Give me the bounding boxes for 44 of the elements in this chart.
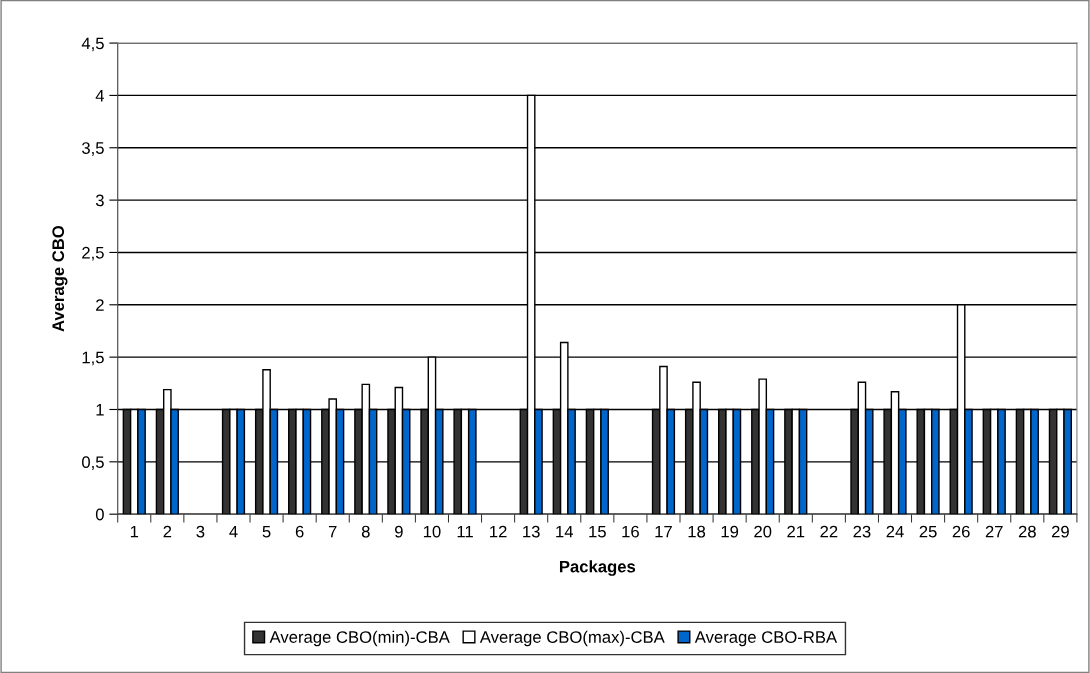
x-tick-label: 29 [1051,525,1069,538]
y-tick-label: 3 [95,194,104,207]
x-tick-label: 20 [754,525,772,538]
x-tick-label: 11 [457,525,473,538]
x-tick-label: 7 [328,525,337,538]
x-tick-label: 27 [985,525,1003,538]
x-tick-label: 24 [886,525,904,538]
y-tick-label: 3,5 [81,142,104,156]
legend-label: Average CBO(min)-CBA [269,630,450,647]
x-tick-label: 8 [361,525,370,538]
x-tick-label: 25 [919,525,937,538]
y-tick-label: 4 [95,89,105,102]
x-tick-label: 19 [721,525,739,538]
y-tick-label: 0 [95,508,104,521]
legend-label: Average CBO-RBA [694,631,838,647]
x-tick-label: 28 [1018,525,1036,538]
x-tick-label: 17 [655,525,672,538]
x-tick-label: 3 [196,525,205,538]
x-tick-label: 23 [853,525,871,538]
x-tick-label: 16 [622,525,639,538]
x-tick-label: 10 [423,525,441,538]
x-tick-label: 18 [688,525,706,538]
y-tick-label: 1 [96,404,104,416]
y-tick-label: 4,5 [81,37,104,52]
y-tick-label: 1,5 [82,351,104,366]
x-tick-label: 4 [229,525,238,538]
y-axis-title: Average CBO [52,225,68,332]
y-tick-label: 2 [96,299,104,311]
x-tick-label: 26 [952,525,970,538]
x-tick-label: 12 [490,525,507,538]
x-tick-label: 5 [262,525,271,538]
x-tick-label: 13 [523,525,540,538]
x-tick-label: 1 [130,525,139,538]
legend-label: Average CBO(max)-CBA [479,630,665,647]
x-tick-label: 6 [295,525,304,538]
x-tick-label: 21 [787,525,805,538]
x-tick-label: 22 [820,525,838,538]
x-tick-label: 2 [163,525,172,538]
y-tick-label: 2,5 [82,246,104,261]
x-tick-label: 9 [395,525,403,538]
x-axis-title: Packages [559,560,636,576]
x-tick-label: 14 [556,525,574,538]
y-tick-label: 0,5 [82,456,104,470]
x-tick-label: 15 [589,525,606,538]
